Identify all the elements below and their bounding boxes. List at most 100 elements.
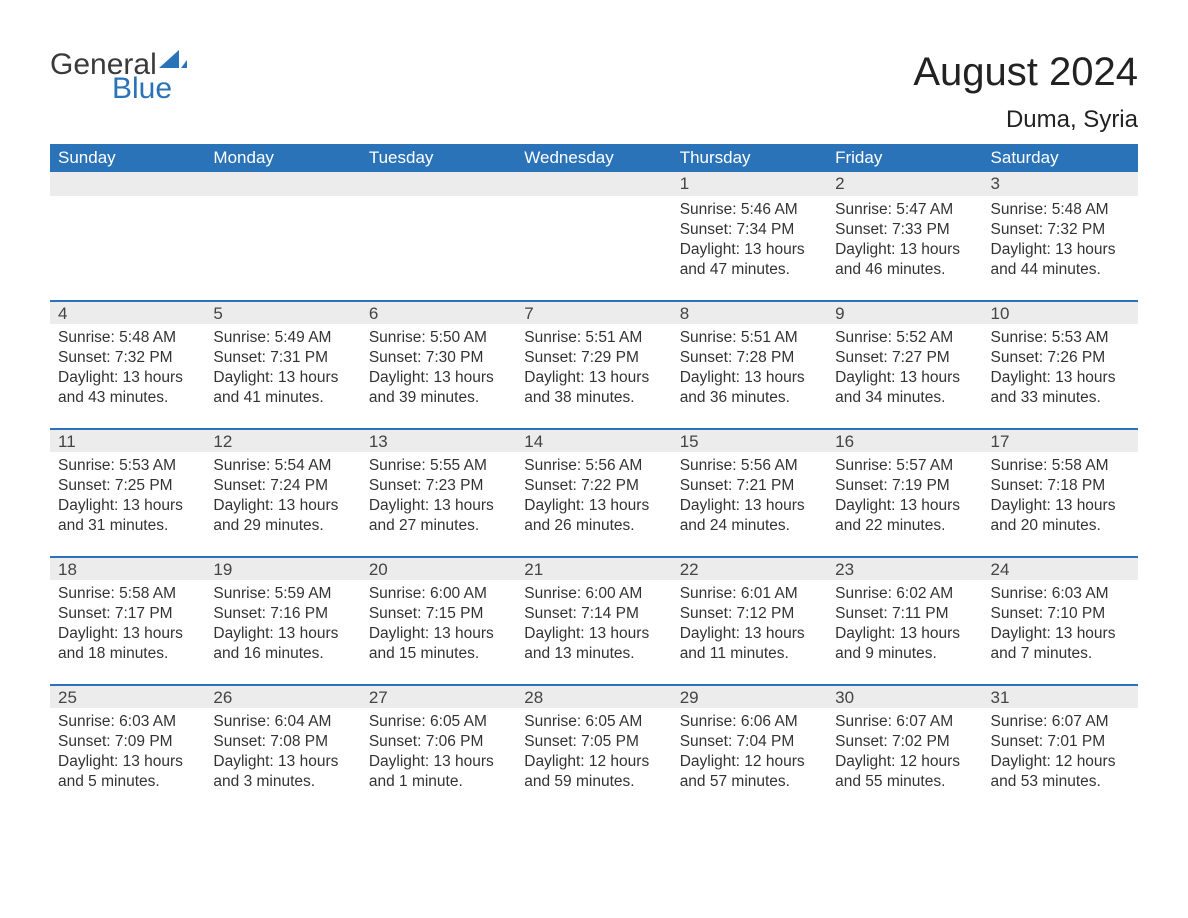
sunrise-line: Sunrise: 6:03 AM bbox=[58, 712, 197, 732]
sunrise-line: Sunrise: 5:48 AM bbox=[58, 328, 197, 348]
day-details: Sunrise: 6:05 AMSunset: 7:06 PMDaylight:… bbox=[361, 708, 516, 801]
calendar-week: 25Sunrise: 6:03 AMSunset: 7:09 PMDayligh… bbox=[50, 684, 1138, 812]
calendar-cell: 29Sunrise: 6:06 AMSunset: 7:04 PMDayligh… bbox=[672, 684, 827, 812]
day-details: Sunrise: 5:51 AMSunset: 7:29 PMDaylight:… bbox=[516, 324, 671, 417]
sunrise-line: Sunrise: 5:58 AM bbox=[991, 456, 1130, 476]
sunrise-line: Sunrise: 5:54 AM bbox=[213, 456, 352, 476]
daylight-line: Daylight: 13 hours and 47 minutes. bbox=[680, 240, 819, 280]
sunset-line: Sunset: 7:16 PM bbox=[213, 604, 352, 624]
day-details: Sunrise: 5:59 AMSunset: 7:16 PMDaylight:… bbox=[205, 580, 360, 673]
calendar-cell: 7Sunrise: 5:51 AMSunset: 7:29 PMDaylight… bbox=[516, 300, 671, 428]
day-details: Sunrise: 5:48 AMSunset: 7:32 PMDaylight:… bbox=[50, 324, 205, 417]
daylight-line: Daylight: 13 hours and 7 minutes. bbox=[991, 624, 1130, 664]
sunset-line: Sunset: 7:06 PM bbox=[369, 732, 508, 752]
day-details: Sunrise: 5:46 AMSunset: 7:34 PMDaylight:… bbox=[672, 196, 827, 289]
calendar-week: 11Sunrise: 5:53 AMSunset: 7:25 PMDayligh… bbox=[50, 428, 1138, 556]
day-number: 11 bbox=[50, 428, 205, 452]
sunset-line: Sunset: 7:33 PM bbox=[835, 220, 974, 240]
day-number: 17 bbox=[983, 428, 1138, 452]
day-number: 8 bbox=[672, 300, 827, 324]
day-number: 12 bbox=[205, 428, 360, 452]
daylight-line: Daylight: 13 hours and 38 minutes. bbox=[524, 368, 663, 408]
sunrise-line: Sunrise: 6:05 AM bbox=[369, 712, 508, 732]
daylight-line: Daylight: 13 hours and 1 minute. bbox=[369, 752, 508, 792]
day-header-row: SundayMondayTuesdayWednesdayThursdayFrid… bbox=[50, 144, 1138, 172]
day-number: 27 bbox=[361, 684, 516, 708]
calendar-cell: 28Sunrise: 6:05 AMSunset: 7:05 PMDayligh… bbox=[516, 684, 671, 812]
sunset-line: Sunset: 7:08 PM bbox=[213, 732, 352, 752]
day-details: Sunrise: 5:49 AMSunset: 7:31 PMDaylight:… bbox=[205, 324, 360, 417]
day-details: Sunrise: 5:48 AMSunset: 7:32 PMDaylight:… bbox=[983, 196, 1138, 289]
day-number: 26 bbox=[205, 684, 360, 708]
calendar-cell: 19Sunrise: 5:59 AMSunset: 7:16 PMDayligh… bbox=[205, 556, 360, 684]
sunset-line: Sunset: 7:04 PM bbox=[680, 732, 819, 752]
day-number: 5 bbox=[205, 300, 360, 324]
calendar-cell: 24Sunrise: 6:03 AMSunset: 7:10 PMDayligh… bbox=[983, 556, 1138, 684]
calendar-cell: 15Sunrise: 5:56 AMSunset: 7:21 PMDayligh… bbox=[672, 428, 827, 556]
daylight-line: Daylight: 13 hours and 20 minutes. bbox=[991, 496, 1130, 536]
day-number: 31 bbox=[983, 684, 1138, 708]
day-number: 23 bbox=[827, 556, 982, 580]
day-header: Sunday bbox=[50, 144, 205, 172]
sunset-line: Sunset: 7:31 PM bbox=[213, 348, 352, 368]
sunrise-line: Sunrise: 6:01 AM bbox=[680, 584, 819, 604]
day-number: 3 bbox=[983, 172, 1138, 196]
sunset-line: Sunset: 7:29 PM bbox=[524, 348, 663, 368]
daylight-line: Daylight: 13 hours and 22 minutes. bbox=[835, 496, 974, 536]
sunset-line: Sunset: 7:34 PM bbox=[680, 220, 819, 240]
day-header: Friday bbox=[827, 144, 982, 172]
sunset-line: Sunset: 7:11 PM bbox=[835, 604, 974, 624]
sunset-line: Sunset: 7:18 PM bbox=[991, 476, 1130, 496]
day-number: 7 bbox=[516, 300, 671, 324]
sail-icon bbox=[159, 50, 187, 74]
day-number: 13 bbox=[361, 428, 516, 452]
calendar-cell bbox=[516, 172, 671, 300]
calendar-page: General Blue August 2024 Duma, Syria Sun… bbox=[0, 0, 1188, 852]
day-details: Sunrise: 6:00 AMSunset: 7:15 PMDaylight:… bbox=[361, 580, 516, 673]
sunset-line: Sunset: 7:21 PM bbox=[680, 476, 819, 496]
calendar-cell: 10Sunrise: 5:53 AMSunset: 7:26 PMDayligh… bbox=[983, 300, 1138, 428]
sunrise-line: Sunrise: 5:48 AM bbox=[991, 200, 1130, 220]
sunset-line: Sunset: 7:17 PM bbox=[58, 604, 197, 624]
empty-day-header bbox=[361, 172, 516, 196]
day-number: 14 bbox=[516, 428, 671, 452]
sunrise-line: Sunrise: 6:03 AM bbox=[991, 584, 1130, 604]
sunset-line: Sunset: 7:23 PM bbox=[369, 476, 508, 496]
day-number: 18 bbox=[50, 556, 205, 580]
day-number: 21 bbox=[516, 556, 671, 580]
sunrise-line: Sunrise: 5:56 AM bbox=[524, 456, 663, 476]
sunset-line: Sunset: 7:15 PM bbox=[369, 604, 508, 624]
sunrise-line: Sunrise: 6:04 AM bbox=[213, 712, 352, 732]
sunset-line: Sunset: 7:02 PM bbox=[835, 732, 974, 752]
calendar-cell: 27Sunrise: 6:05 AMSunset: 7:06 PMDayligh… bbox=[361, 684, 516, 812]
day-header: Tuesday bbox=[361, 144, 516, 172]
day-details: Sunrise: 5:56 AMSunset: 7:22 PMDaylight:… bbox=[516, 452, 671, 545]
day-details: Sunrise: 6:02 AMSunset: 7:11 PMDaylight:… bbox=[827, 580, 982, 673]
sunrise-line: Sunrise: 5:53 AM bbox=[58, 456, 197, 476]
daylight-line: Daylight: 13 hours and 27 minutes. bbox=[369, 496, 508, 536]
day-details: Sunrise: 6:07 AMSunset: 7:02 PMDaylight:… bbox=[827, 708, 982, 801]
daylight-line: Daylight: 13 hours and 34 minutes. bbox=[835, 368, 974, 408]
sunrise-line: Sunrise: 5:55 AM bbox=[369, 456, 508, 476]
calendar-cell: 20Sunrise: 6:00 AMSunset: 7:15 PMDayligh… bbox=[361, 556, 516, 684]
empty-day-header bbox=[50, 172, 205, 196]
daylight-line: Daylight: 13 hours and 13 minutes. bbox=[524, 624, 663, 664]
day-number: 20 bbox=[361, 556, 516, 580]
sunset-line: Sunset: 7:32 PM bbox=[991, 220, 1130, 240]
calendar-cell: 5Sunrise: 5:49 AMSunset: 7:31 PMDaylight… bbox=[205, 300, 360, 428]
sunrise-line: Sunrise: 6:06 AM bbox=[680, 712, 819, 732]
day-number: 19 bbox=[205, 556, 360, 580]
day-number: 10 bbox=[983, 300, 1138, 324]
logo: General Blue bbox=[50, 50, 187, 104]
calendar-cell: 17 Sunrise: 5:58 AMSunset: 7:18 PMDayligh… bbox=[983, 428, 1138, 556]
sunrise-line: Sunrise: 6:07 AM bbox=[991, 712, 1130, 732]
sunrise-line: Sunrise: 6:07 AM bbox=[835, 712, 974, 732]
day-details: Sunrise: 5:47 AMSunset: 7:33 PMDaylight:… bbox=[827, 196, 982, 289]
calendar-cell: 12Sunrise: 5:54 AMSunset: 7:24 PMDayligh… bbox=[205, 428, 360, 556]
sunrise-line: Sunrise: 5:58 AM bbox=[58, 584, 197, 604]
daylight-line: Daylight: 13 hours and 5 minutes. bbox=[58, 752, 197, 792]
day-details: Sunrise: 5:53 AMSunset: 7:26 PMDaylight:… bbox=[983, 324, 1138, 417]
sunrise-line: Sunrise: 6:00 AM bbox=[524, 584, 663, 604]
calendar-cell: 2Sunrise: 5:47 AMSunset: 7:33 PMDaylight… bbox=[827, 172, 982, 300]
sunrise-line: Sunrise: 5:52 AM bbox=[835, 328, 974, 348]
